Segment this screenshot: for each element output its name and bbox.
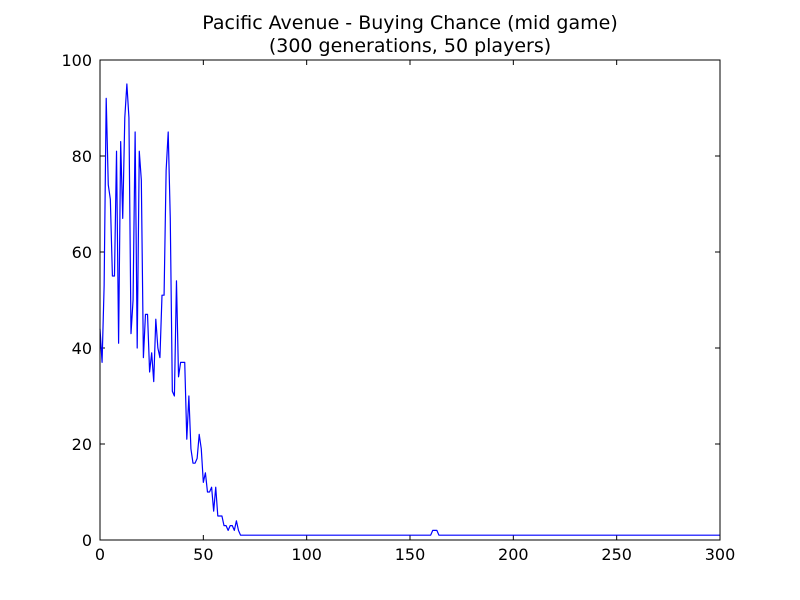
series-line: [99, 83, 720, 536]
y-tick-label: 20: [72, 435, 92, 454]
chart-subtitle: (300 generations, 50 players): [268, 35, 552, 57]
x-tick-label: 50: [193, 545, 213, 564]
x-tick-label: 0: [95, 545, 105, 564]
y-tick-label: 100: [61, 51, 92, 70]
tick-marks: [99, 59, 721, 541]
series-layer: [99, 83, 720, 536]
y-tick-label: 0: [82, 531, 92, 550]
x-tick-label: 300: [705, 545, 736, 564]
x-tick-label: 250: [601, 545, 632, 564]
y-tick-label: 80: [72, 147, 92, 166]
x-tick-label: 200: [498, 545, 529, 564]
x-tick-label: 100: [291, 545, 322, 564]
y-tick-label: 40: [72, 339, 92, 358]
chart-title: Pacific Avenue - Buying Chance (mid game…: [202, 12, 618, 34]
plot-frame: [99, 59, 721, 541]
y-tick-label: 60: [72, 243, 92, 262]
x-tick-label: 150: [395, 545, 426, 564]
tick-labels: 0 50 100 150 200 250 300 0 20 40 60 80 100: [61, 51, 735, 564]
